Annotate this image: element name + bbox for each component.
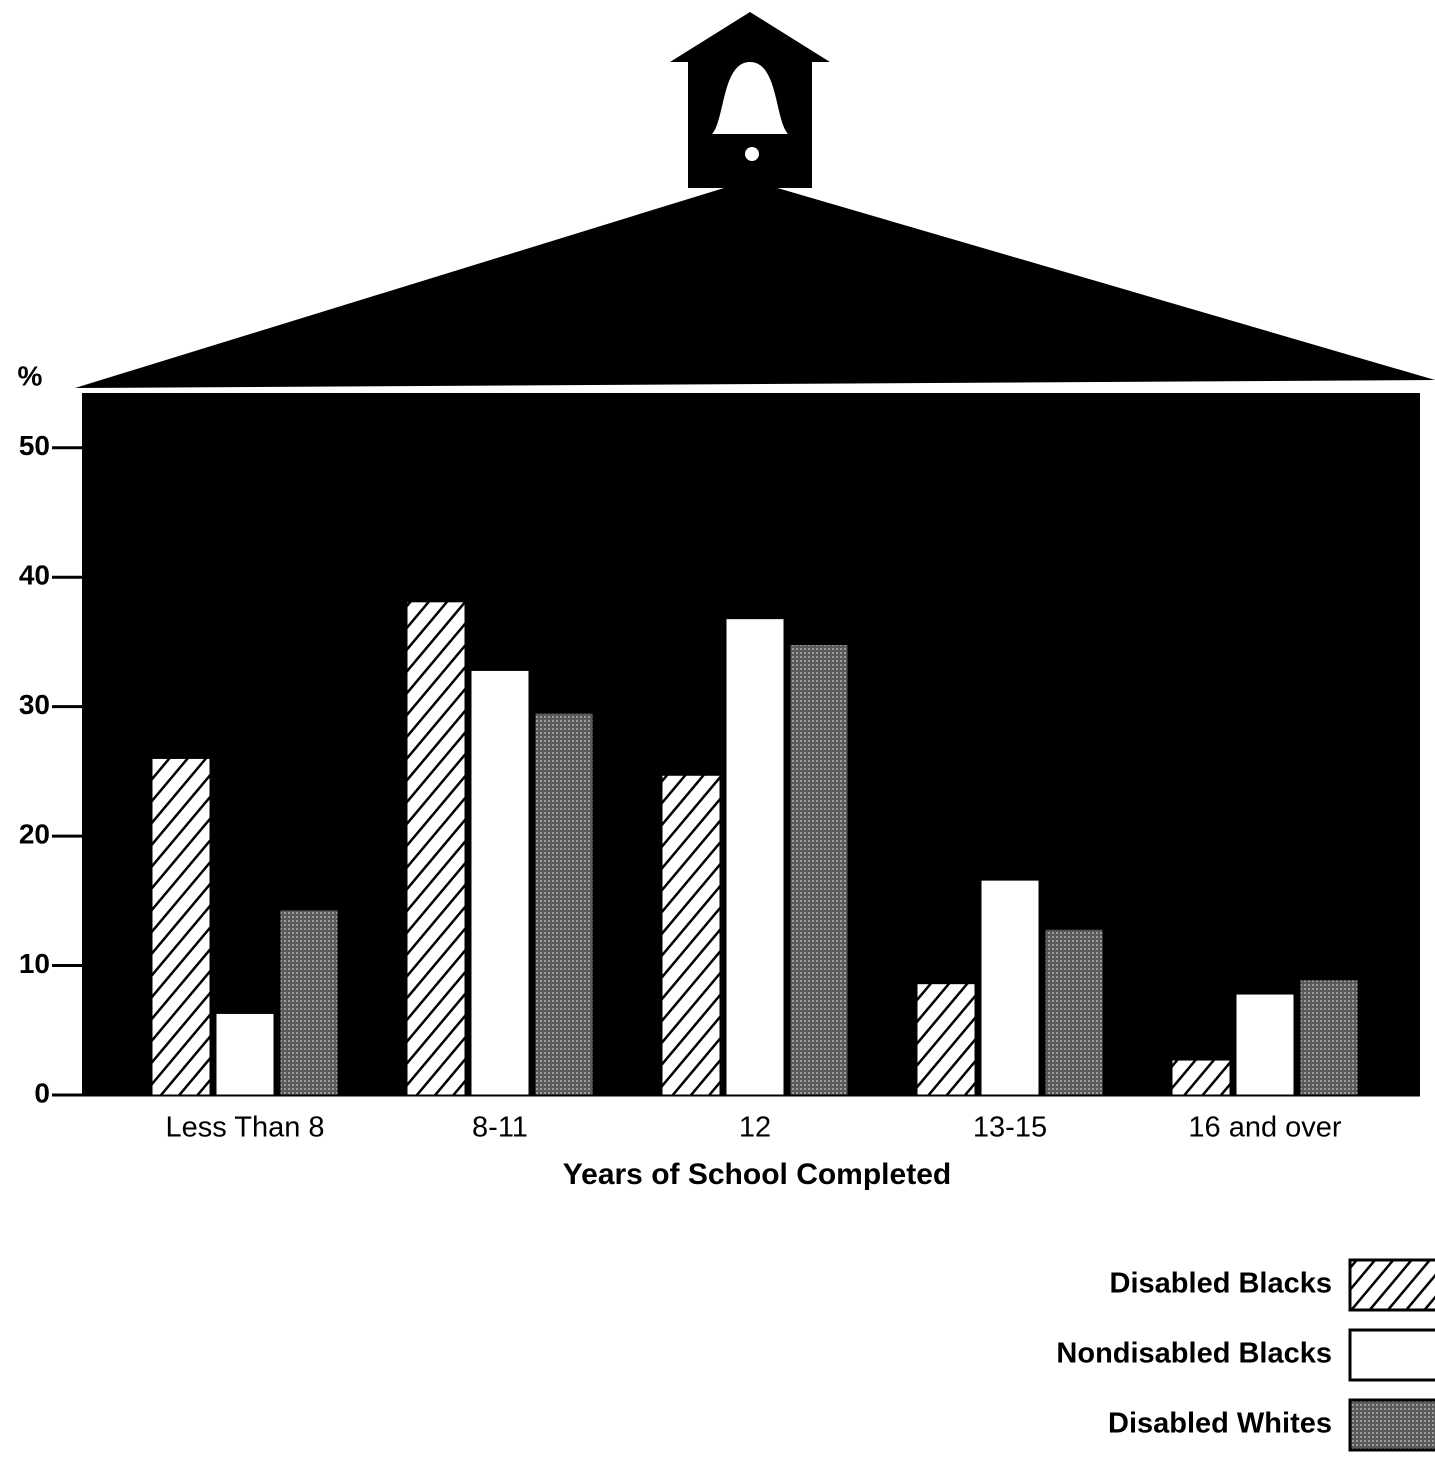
x-axis-title: Years of School Completed <box>563 1158 951 1191</box>
bar <box>916 983 976 1096</box>
y-tick-label: 20 <box>19 819 50 850</box>
legend-label: Disabled Whites <box>1108 1408 1332 1440</box>
x-tick-label: 16 and over <box>1188 1112 1342 1144</box>
x-tick-label: 13-15 <box>973 1112 1047 1144</box>
legend-label: Nondisabled Blacks <box>1056 1338 1332 1370</box>
x-tick-label: 8-11 <box>472 1112 528 1144</box>
bar <box>215 1012 275 1096</box>
bar <box>661 774 721 1096</box>
y-tick-label: 0 <box>34 1077 50 1108</box>
x-tick-label: Less Than 8 <box>165 1112 324 1144</box>
bar <box>151 757 211 1096</box>
bar <box>1235 993 1295 1096</box>
y-tick-label: 30 <box>19 689 50 720</box>
bar <box>1299 979 1359 1096</box>
y-tick-label: 50 <box>19 430 50 461</box>
bar <box>789 644 849 1096</box>
bar <box>470 669 530 1096</box>
legend-swatch <box>1348 1398 1435 1452</box>
bar <box>406 601 466 1096</box>
bar <box>1171 1059 1231 1096</box>
bar <box>1044 928 1104 1096</box>
bar <box>534 712 594 1096</box>
bar <box>279 909 339 1096</box>
y-tick-label: 40 <box>19 560 50 591</box>
bar <box>725 618 785 1096</box>
legend-swatch <box>1348 1328 1435 1382</box>
x-tick-label: 12 <box>739 1112 771 1144</box>
legend-swatch <box>1348 1258 1435 1312</box>
legend-label: Disabled Blacks <box>1110 1268 1332 1300</box>
bar <box>980 879 1040 1096</box>
y-axis-label: % <box>18 360 43 391</box>
y-tick-label: 10 <box>19 948 50 979</box>
